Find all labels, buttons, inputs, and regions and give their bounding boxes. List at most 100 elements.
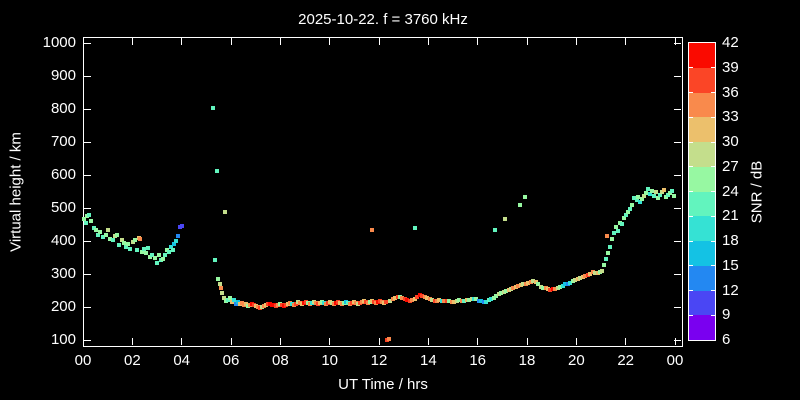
y-tick-label: 800 xyxy=(50,100,76,117)
plot-title: 2025-10-22. f = 3760 kHz xyxy=(298,11,468,28)
x-tick-top xyxy=(131,38,133,45)
colorbar-tick-label: 12 xyxy=(722,281,739,299)
data-point xyxy=(215,169,220,174)
colorbar-tick xyxy=(689,191,693,192)
data-point xyxy=(119,238,124,242)
x-tick xyxy=(131,338,133,345)
data-point xyxy=(437,298,442,303)
data-point xyxy=(644,191,649,196)
data-point xyxy=(135,247,140,252)
data-point xyxy=(422,295,427,300)
data-point xyxy=(427,297,432,302)
data-point xyxy=(496,292,501,297)
data-point xyxy=(217,282,222,287)
x-tick-top xyxy=(181,38,183,45)
y-tick xyxy=(84,141,91,143)
colorbar xyxy=(688,42,716,341)
y-tick-label: 1000 xyxy=(42,34,76,51)
data-point xyxy=(536,281,541,286)
colorbar-segment xyxy=(689,216,715,241)
data-point xyxy=(439,299,444,304)
data-point xyxy=(457,298,462,303)
x-tick-label: 02 xyxy=(123,352,141,369)
data-point xyxy=(618,220,623,225)
data-point xyxy=(173,239,178,243)
x-tick-label: 00 xyxy=(74,352,92,369)
data-point xyxy=(153,256,158,261)
data-point xyxy=(632,196,637,201)
colorbar-tick xyxy=(711,141,715,143)
data-point xyxy=(464,298,469,303)
data-point xyxy=(626,209,631,214)
colorbar-segment xyxy=(689,166,715,192)
y-tick-label: 900 xyxy=(50,67,76,84)
data-point xyxy=(610,237,615,242)
data-point xyxy=(543,285,548,290)
colorbar-tick xyxy=(689,265,693,267)
data-point xyxy=(648,192,653,197)
colorbar-tick-label: 24 xyxy=(722,182,739,200)
data-point xyxy=(434,299,439,304)
data-point xyxy=(231,298,236,303)
x-tick-label: 00 xyxy=(666,352,684,369)
data-point xyxy=(605,234,610,239)
data-point xyxy=(494,294,499,299)
data-point xyxy=(516,283,521,288)
data-point xyxy=(646,186,651,191)
colorbar-tick-label: 33 xyxy=(722,108,739,126)
y-tick-right xyxy=(674,240,681,242)
colorbar-tick-label: 15 xyxy=(722,256,739,274)
colorbar-segment xyxy=(689,290,715,316)
y-tick-label: 700 xyxy=(50,133,76,150)
data-point xyxy=(628,206,633,211)
x-tick xyxy=(329,338,331,345)
colorbar-segment xyxy=(689,92,715,118)
y-tick-right xyxy=(674,339,681,341)
data-point xyxy=(402,297,407,302)
x-tick xyxy=(279,338,281,345)
data-point xyxy=(162,252,167,257)
data-point xyxy=(415,295,420,300)
data-point xyxy=(341,301,346,306)
data-point xyxy=(160,257,165,262)
x-tick xyxy=(427,338,429,345)
data-point xyxy=(545,286,550,291)
data-point xyxy=(522,195,527,200)
x-tick xyxy=(230,338,232,345)
x-tick xyxy=(674,338,676,345)
colorbar-tick xyxy=(711,215,715,217)
data-point xyxy=(612,231,617,236)
colorbar-tick xyxy=(711,116,715,118)
data-point xyxy=(670,189,675,194)
colorbar-tick xyxy=(711,92,715,93)
data-point xyxy=(380,300,385,305)
data-point xyxy=(425,296,430,301)
data-point xyxy=(307,302,312,307)
y-tick-label: 100 xyxy=(50,331,76,348)
data-point xyxy=(390,297,395,302)
y-tick xyxy=(84,75,91,77)
colorbar-tick xyxy=(689,116,693,118)
y-tick-right xyxy=(674,207,681,209)
data-point xyxy=(139,249,144,254)
data-point xyxy=(580,274,585,279)
data-point xyxy=(155,261,159,266)
data-point xyxy=(413,226,417,231)
data-point xyxy=(585,272,590,277)
data-point xyxy=(325,301,330,306)
y-tick-right xyxy=(674,306,681,308)
data-point xyxy=(513,285,518,290)
x-tick-label: 10 xyxy=(321,352,338,369)
y-tick-right xyxy=(674,108,681,110)
data-point xyxy=(614,225,619,230)
colorbar-tick xyxy=(711,191,715,192)
x-tick-top xyxy=(230,38,232,45)
x-tick-label: 04 xyxy=(173,352,190,369)
data-point xyxy=(568,280,573,285)
data-point xyxy=(108,237,113,242)
x-tick xyxy=(526,338,528,345)
data-point xyxy=(111,238,116,242)
x-tick-label: 16 xyxy=(469,352,486,369)
data-point xyxy=(86,212,91,217)
data-point xyxy=(430,298,435,303)
